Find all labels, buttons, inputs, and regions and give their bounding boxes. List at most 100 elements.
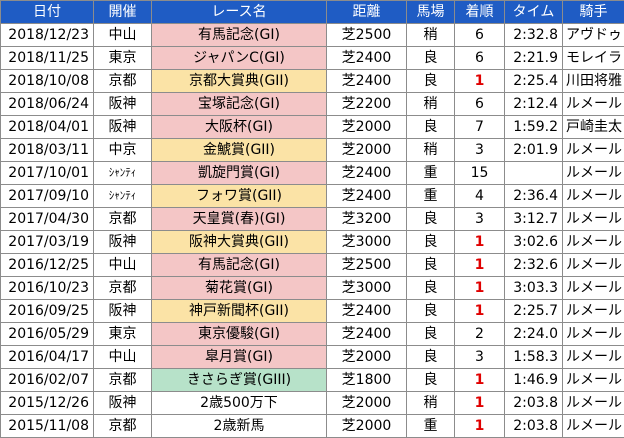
- cell-finish[interactable]: 1: [455, 392, 505, 415]
- cell-date[interactable]: 2018/10/08: [1, 70, 94, 93]
- cell-venue[interactable]: 中山: [94, 254, 152, 277]
- cell-date[interactable]: 2018/12/23: [1, 24, 94, 47]
- cell-time[interactable]: 2:25.4: [505, 70, 563, 93]
- cell-distance[interactable]: 芝2400: [327, 185, 407, 208]
- cell-race-name[interactable]: 2歳500万下: [152, 392, 327, 415]
- cell-distance[interactable]: 芝3000: [327, 231, 407, 254]
- cell-track-condition[interactable]: 稍: [407, 93, 455, 116]
- cell-time[interactable]: 1:58.3: [505, 346, 563, 369]
- cell-date[interactable]: 2016/05/29: [1, 323, 94, 346]
- cell-time[interactable]: 2:24.0: [505, 323, 563, 346]
- header-distance[interactable]: 距離: [327, 1, 407, 24]
- cell-venue[interactable]: 京都: [94, 208, 152, 231]
- cell-date[interactable]: 2017/04/30: [1, 208, 94, 231]
- cell-date[interactable]: 2016/09/25: [1, 300, 94, 323]
- cell-race-name[interactable]: 阪神大賞典(GII): [152, 231, 327, 254]
- cell-time[interactable]: 2:36.4: [505, 185, 563, 208]
- cell-race-name[interactable]: 大阪杯(GI): [152, 116, 327, 139]
- cell-venue[interactable]: 京都: [94, 277, 152, 300]
- cell-date[interactable]: 2017/09/10: [1, 185, 94, 208]
- cell-finish[interactable]: 1: [455, 277, 505, 300]
- cell-date[interactable]: 2016/02/07: [1, 369, 94, 392]
- cell-jockey[interactable]: ルメール: [563, 323, 624, 346]
- cell-finish[interactable]: 3: [455, 208, 505, 231]
- cell-time[interactable]: 2:01.9: [505, 139, 563, 162]
- cell-finish[interactable]: 1: [455, 231, 505, 254]
- cell-track-condition[interactable]: 稍: [407, 139, 455, 162]
- cell-time[interactable]: 1:46.9: [505, 369, 563, 392]
- cell-finish[interactable]: 1: [455, 369, 505, 392]
- cell-finish[interactable]: 3: [455, 346, 505, 369]
- cell-distance[interactable]: 芝2400: [327, 323, 407, 346]
- cell-jockey[interactable]: ルメール: [563, 277, 624, 300]
- cell-track-condition[interactable]: 良: [407, 47, 455, 70]
- cell-distance[interactable]: 芝2000: [327, 415, 407, 438]
- cell-track-condition[interactable]: 良: [407, 254, 455, 277]
- cell-track-condition[interactable]: 重: [407, 415, 455, 438]
- cell-venue[interactable]: 中京: [94, 139, 152, 162]
- cell-jockey[interactable]: ルメール: [563, 300, 624, 323]
- cell-jockey[interactable]: ルメール: [563, 185, 624, 208]
- cell-jockey[interactable]: ルメール: [563, 208, 624, 231]
- cell-race-name[interactable]: 天皇賞(春)(GI): [152, 208, 327, 231]
- cell-track-condition[interactable]: 良: [407, 277, 455, 300]
- cell-finish[interactable]: 15: [455, 162, 505, 185]
- cell-time[interactable]: 2:21.9: [505, 47, 563, 70]
- cell-finish[interactable]: 1: [455, 70, 505, 93]
- cell-date[interactable]: 2016/10/23: [1, 277, 94, 300]
- cell-date[interactable]: 2018/04/01: [1, 116, 94, 139]
- cell-venue[interactable]: ｼｬﾝﾃｨ: [94, 185, 152, 208]
- cell-jockey[interactable]: ルメール: [563, 392, 624, 415]
- cell-venue[interactable]: 京都: [94, 415, 152, 438]
- header-time[interactable]: タイム: [505, 1, 563, 24]
- cell-time[interactable]: [505, 162, 563, 185]
- cell-finish[interactable]: 6: [455, 24, 505, 47]
- cell-race-name[interactable]: 神戸新聞杯(GII): [152, 300, 327, 323]
- cell-race-name[interactable]: フォワ賞(GII): [152, 185, 327, 208]
- header-jockey[interactable]: 騎手: [563, 1, 624, 24]
- header-track-condition[interactable]: 馬場: [407, 1, 455, 24]
- cell-date[interactable]: 2018/03/11: [1, 139, 94, 162]
- cell-track-condition[interactable]: 良: [407, 231, 455, 254]
- cell-venue[interactable]: 京都: [94, 369, 152, 392]
- cell-distance[interactable]: 芝2500: [327, 254, 407, 277]
- cell-jockey[interactable]: モレイラ: [563, 47, 624, 70]
- cell-track-condition[interactable]: 良: [407, 369, 455, 392]
- cell-finish[interactable]: 2: [455, 323, 505, 346]
- cell-track-condition[interactable]: 良: [407, 346, 455, 369]
- header-finish[interactable]: 着順: [455, 1, 505, 24]
- cell-track-condition[interactable]: 良: [407, 323, 455, 346]
- cell-distance[interactable]: 芝2500: [327, 24, 407, 47]
- cell-time[interactable]: 2:25.7: [505, 300, 563, 323]
- cell-venue[interactable]: 中山: [94, 24, 152, 47]
- cell-jockey[interactable]: ルメール: [563, 93, 624, 116]
- cell-date[interactable]: 2017/03/19: [1, 231, 94, 254]
- header-venue[interactable]: 開催: [94, 1, 152, 24]
- header-race-name[interactable]: レース名: [152, 1, 327, 24]
- cell-venue[interactable]: 東京: [94, 47, 152, 70]
- cell-distance[interactable]: 芝3200: [327, 208, 407, 231]
- cell-venue[interactable]: 阪神: [94, 231, 152, 254]
- cell-date[interactable]: 2018/06/24: [1, 93, 94, 116]
- cell-distance[interactable]: 芝2000: [327, 392, 407, 415]
- cell-time[interactable]: 3:03.3: [505, 277, 563, 300]
- cell-track-condition[interactable]: 稍: [407, 392, 455, 415]
- cell-finish[interactable]: 1: [455, 415, 505, 438]
- cell-time[interactable]: 2:32.8: [505, 24, 563, 47]
- cell-venue[interactable]: 東京: [94, 323, 152, 346]
- header-date[interactable]: 日付: [1, 1, 94, 24]
- cell-race-name[interactable]: 東京優駿(GI): [152, 323, 327, 346]
- cell-race-name[interactable]: 皐月賞(GI): [152, 346, 327, 369]
- cell-track-condition[interactable]: 重: [407, 162, 455, 185]
- cell-jockey[interactable]: ルメール: [563, 231, 624, 254]
- cell-venue[interactable]: 阪神: [94, 392, 152, 415]
- cell-finish[interactable]: 4: [455, 185, 505, 208]
- cell-time[interactable]: 2:03.8: [505, 415, 563, 438]
- cell-date[interactable]: 2015/12/26: [1, 392, 94, 415]
- cell-venue[interactable]: 阪神: [94, 93, 152, 116]
- cell-date[interactable]: 2017/10/01: [1, 162, 94, 185]
- cell-jockey[interactable]: ルメール: [563, 369, 624, 392]
- cell-race-name[interactable]: ジャパンC(GI): [152, 47, 327, 70]
- cell-distance[interactable]: 芝3000: [327, 277, 407, 300]
- cell-jockey[interactable]: ルメール: [563, 415, 624, 438]
